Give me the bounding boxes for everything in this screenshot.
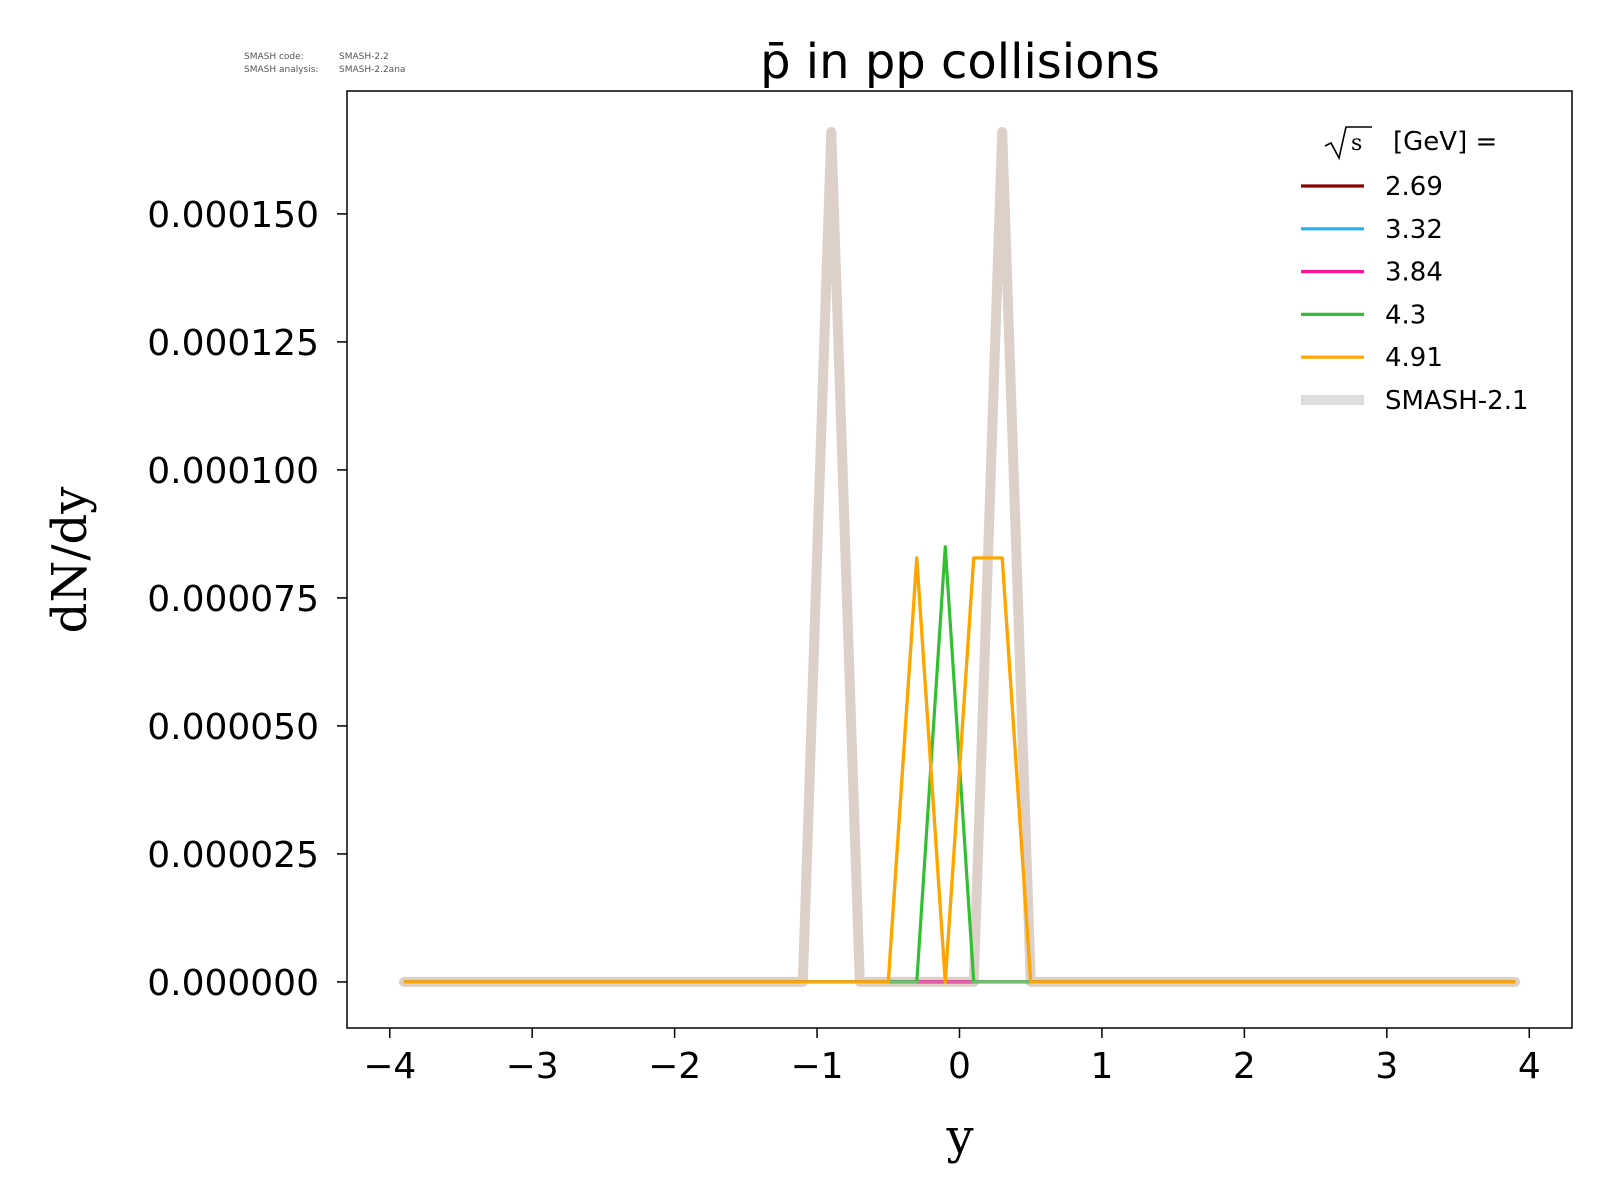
legend-items: 2.69 3.32 3.84 4.3 4.91 SMASH-2.1 xyxy=(1301,172,1529,416)
watermark-analysis-label: SMASH analysis: xyxy=(244,65,318,75)
x-tick-label: 3 xyxy=(1375,1046,1398,1087)
y-tick-label: 0.000000 xyxy=(147,963,319,1004)
sqrt-symbol xyxy=(1324,126,1372,161)
x-tick-label: −3 xyxy=(506,1046,559,1087)
y-axis: 0.000000 0.000025 0.000050 0.000075 0.000100… xyxy=(147,195,347,1004)
watermark-code-label: SMASH code: xyxy=(244,52,304,62)
chart-title: p̄ in pp collisions xyxy=(760,34,1160,90)
legend: s [GeV] = 2.69 3.32 3.84 4.3 4.91 SMASH-2.1 xyxy=(1301,126,1529,416)
watermark-analysis-value: SMASH-2.2ana xyxy=(339,65,405,75)
y-tick-label: 0.000125 xyxy=(147,323,319,364)
x-axis: −4 −3 −2 −1 0 1 2 3 4 xyxy=(363,1028,1541,1087)
legend-label-3.84: 3.84 xyxy=(1385,258,1443,288)
legend-label-2.69: 2.69 xyxy=(1385,172,1443,202)
y-tick-label: 0.000050 xyxy=(147,707,319,748)
y-tick-label: 0.000075 xyxy=(147,579,319,620)
x-tick-label: 4 xyxy=(1518,1046,1541,1087)
watermark: SMASH code: SMASH-2.2 SMASH analysis: SM… xyxy=(244,52,405,75)
legend-title-text: [GeV] = xyxy=(1393,127,1497,157)
x-tick-label: 0 xyxy=(948,1046,971,1087)
watermark-code-value: SMASH-2.2 xyxy=(339,52,389,62)
y-tick-label: 0.000100 xyxy=(147,451,319,492)
x-tick-label: −1 xyxy=(791,1046,844,1087)
y-tick-label: 0.000025 xyxy=(147,835,319,876)
x-tick-label: 1 xyxy=(1090,1046,1113,1087)
legend-title: s [GeV] = xyxy=(1324,126,1497,161)
y-axis-label: dN/dy xyxy=(42,487,98,634)
x-axis-label: y xyxy=(945,1109,973,1165)
legend-label-3.32: 3.32 xyxy=(1385,215,1443,245)
y-tick-label: 0.000150 xyxy=(147,195,319,236)
x-tick-label: −4 xyxy=(363,1046,416,1087)
x-tick-label: 2 xyxy=(1233,1046,1256,1087)
legend-title-symbol: s xyxy=(1351,131,1362,156)
legend-label-SMASH-2.1: SMASH-2.1 xyxy=(1385,386,1529,416)
legend-label-4.3: 4.3 xyxy=(1385,300,1426,330)
x-tick-label: −2 xyxy=(648,1046,701,1087)
series-line-overlay-4.91 xyxy=(403,556,1516,984)
plot-area xyxy=(347,91,1572,1028)
series-layer xyxy=(398,126,1521,987)
legend-label-4.91: 4.91 xyxy=(1385,343,1443,373)
